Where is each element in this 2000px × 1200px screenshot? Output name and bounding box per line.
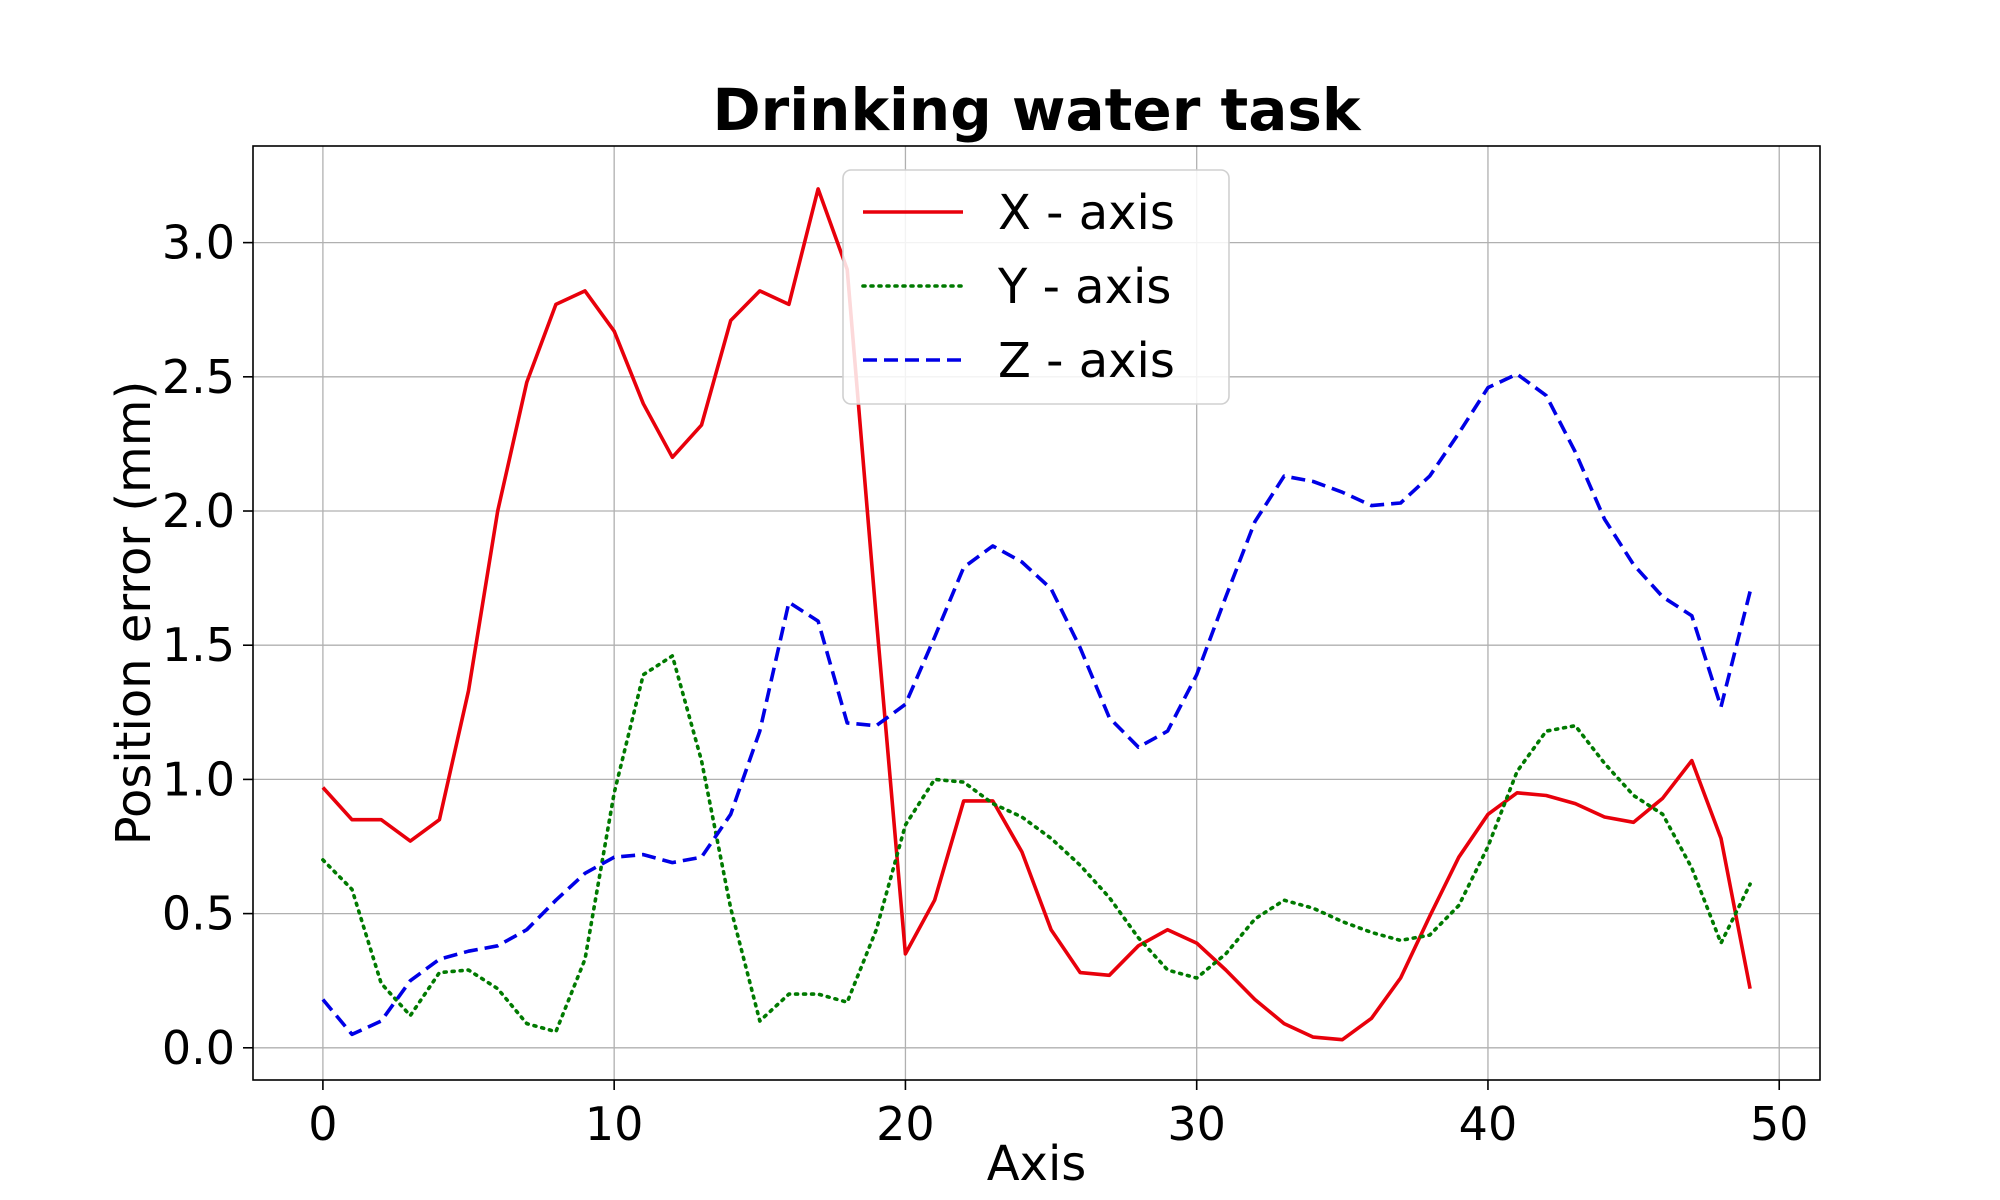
legend-entry-label: Y - axis bbox=[997, 259, 1171, 315]
y-tick-label: 0.0 bbox=[162, 1021, 235, 1075]
y-tick-label: 1.0 bbox=[162, 752, 235, 806]
legend-entry-label: Z - axis bbox=[998, 333, 1175, 389]
y-tick-label: 2.0 bbox=[162, 484, 235, 538]
plot-area-frame bbox=[252, 145, 1821, 1081]
y-tick-label: 3.0 bbox=[162, 216, 235, 270]
y-tick-label: 1.5 bbox=[162, 618, 235, 672]
legend-box bbox=[842, 169, 1230, 405]
y-axis-label: Position error (mm) bbox=[106, 381, 162, 846]
chart-title: Drinking water task bbox=[713, 76, 1362, 144]
series-line-z-axis bbox=[321, 372, 1752, 1037]
legend-entry-label: X - axis bbox=[998, 185, 1175, 241]
series-line-y-axis bbox=[321, 654, 1752, 1034]
x-tick-label: 10 bbox=[585, 1097, 644, 1151]
x-tick-label: 50 bbox=[1750, 1097, 1809, 1151]
series-line-x-axis bbox=[321, 187, 1752, 1042]
x-tick-label: 20 bbox=[876, 1097, 935, 1151]
x-tick-label: 40 bbox=[1459, 1097, 1518, 1151]
series-layer bbox=[321, 187, 1752, 1042]
x-tick-label: 0 bbox=[308, 1097, 337, 1151]
axis-ticks: 0 10 20 30 40 50 0.0 0.5 1.0 1.5 2.0 2.5 3.0 bbox=[162, 216, 1809, 1151]
x-tick-label: 30 bbox=[1167, 1097, 1226, 1151]
y-tick-label: 0.5 bbox=[162, 887, 235, 941]
x-axis-label: Axis bbox=[987, 1136, 1087, 1192]
y-tick-label: 2.5 bbox=[162, 350, 235, 404]
legend: X - axis Y - axis Z - axis bbox=[842, 169, 1230, 405]
